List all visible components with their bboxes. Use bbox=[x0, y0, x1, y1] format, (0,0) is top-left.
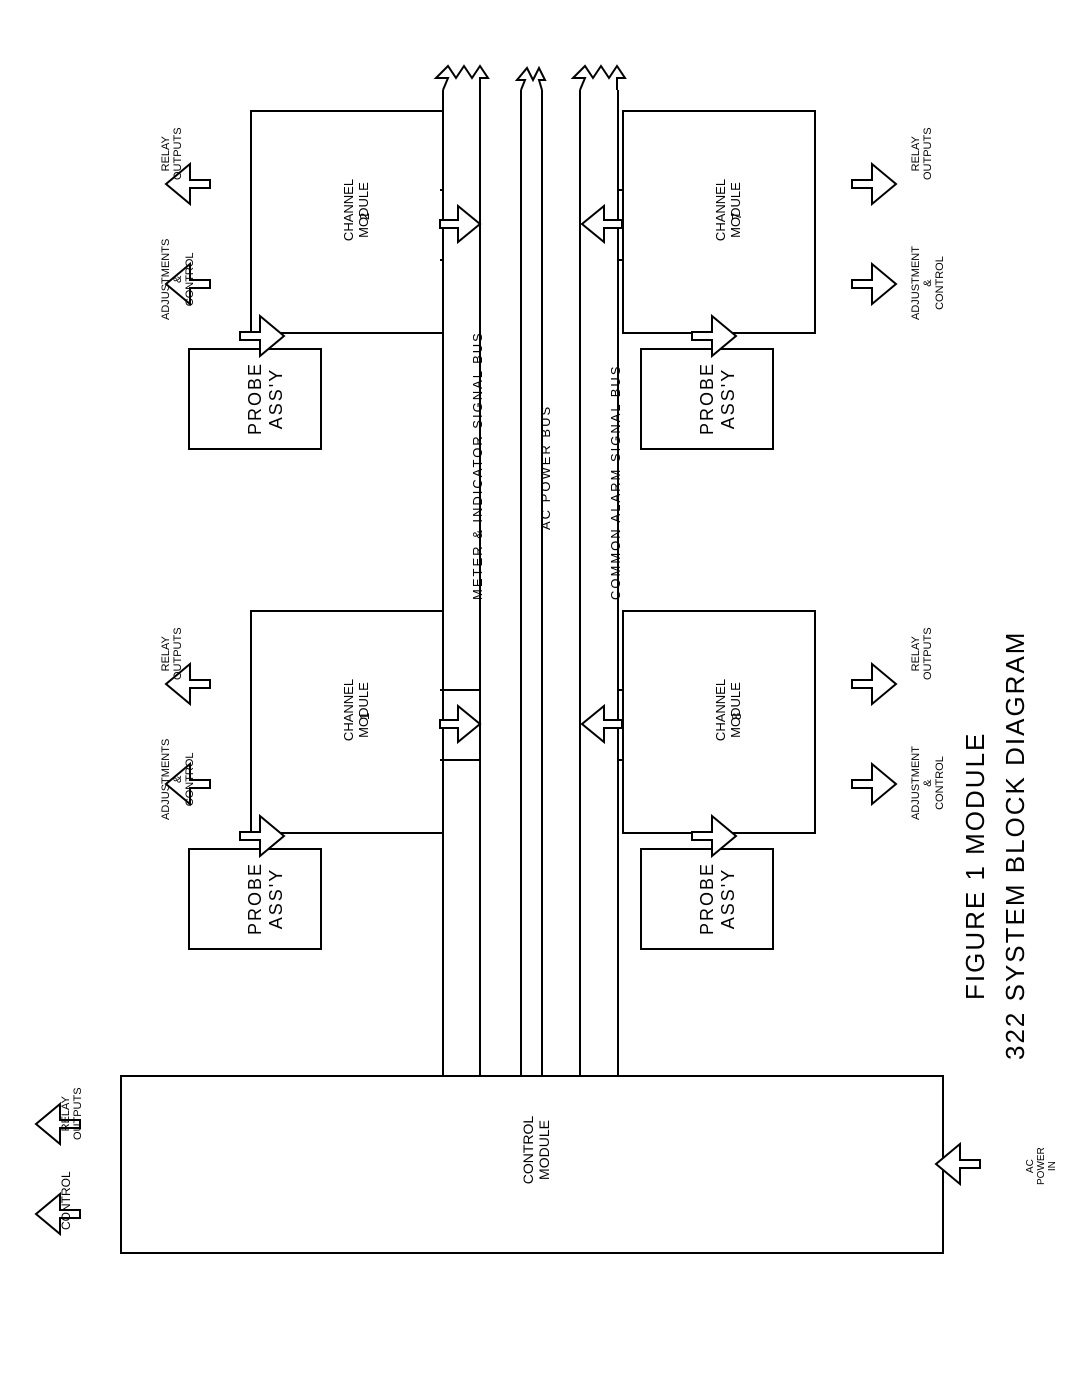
diagram-canvas: CONTROLMODULE CHANNELMODULE 1 CHANNELMOD… bbox=[0, 0, 1080, 1397]
relay-7: RELAYOUTPUTS bbox=[910, 127, 934, 180]
adj-ctrl-8: ADJUSTMENT&CONTROL bbox=[910, 746, 946, 820]
relay-2: RELAYOUTPUTS bbox=[160, 127, 184, 180]
bus-power-label: AC POWER BUS bbox=[538, 405, 553, 530]
relay-cm: RELAYOUTPUTS bbox=[60, 1087, 84, 1140]
adj-ctrl-7: ADJUSTMENT&CONTROL bbox=[910, 246, 946, 320]
ac-power-in: ACPOWERIN bbox=[1025, 1147, 1058, 1185]
adj-ctrl-2: ADJUSTMENTS&CONTROL bbox=[160, 239, 196, 320]
bus-meter-label: METER & INDICATOR SIGNAL BUS bbox=[470, 331, 485, 600]
control-label: CONTROL bbox=[60, 1171, 73, 1230]
bus-alarm-label: COMMON ALARM SIGNAL BUS bbox=[608, 365, 623, 601]
figure-title-2: 322 SYSTEM BLOCK DIAGRAM bbox=[1000, 631, 1031, 1060]
arrows bbox=[0, 0, 1080, 1397]
relay-1: RELAYOUTPUTS bbox=[160, 627, 184, 680]
relay-8: RELAYOUTPUTS bbox=[910, 627, 934, 680]
figure-title-1: FIGURE 1 MODULE bbox=[960, 732, 991, 1000]
adj-ctrl-1: ADJUSTMENTS&CONTROL bbox=[160, 739, 196, 820]
